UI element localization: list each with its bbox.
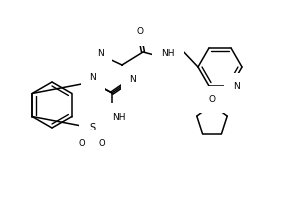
Text: NH: NH bbox=[161, 49, 175, 58]
Text: S: S bbox=[89, 123, 95, 133]
Text: N: N bbox=[232, 82, 239, 91]
Text: N: N bbox=[97, 48, 104, 58]
Text: O: O bbox=[79, 138, 85, 148]
Text: O: O bbox=[99, 138, 105, 148]
Text: O: O bbox=[136, 27, 143, 36]
Text: O: O bbox=[208, 95, 215, 104]
Text: N: N bbox=[90, 73, 96, 82]
Text: N: N bbox=[130, 75, 136, 84]
Text: NH: NH bbox=[112, 112, 126, 121]
